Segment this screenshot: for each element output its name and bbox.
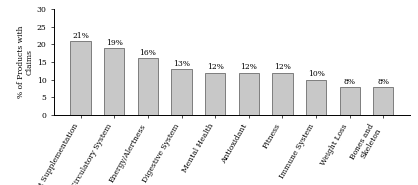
Bar: [71, 41, 91, 115]
Text: 8%: 8%: [344, 78, 356, 85]
Bar: [273, 73, 293, 115]
Text: 19%: 19%: [106, 39, 122, 47]
Bar: [138, 58, 158, 115]
Text: 12%: 12%: [240, 63, 257, 71]
Bar: [306, 80, 326, 115]
Bar: [205, 73, 225, 115]
Text: 13%: 13%: [173, 60, 190, 68]
Bar: [373, 87, 393, 115]
Text: 12%: 12%: [274, 63, 291, 71]
Bar: [239, 73, 259, 115]
Text: 16%: 16%: [140, 49, 156, 57]
Y-axis label: % of Products with
Claims: % of Products with Claims: [17, 26, 34, 98]
Text: 21%: 21%: [72, 32, 89, 40]
Text: 8%: 8%: [377, 78, 390, 85]
Bar: [340, 87, 360, 115]
Text: 12%: 12%: [207, 63, 224, 71]
Text: 10%: 10%: [308, 70, 324, 78]
Bar: [104, 48, 124, 115]
Bar: [171, 69, 191, 115]
